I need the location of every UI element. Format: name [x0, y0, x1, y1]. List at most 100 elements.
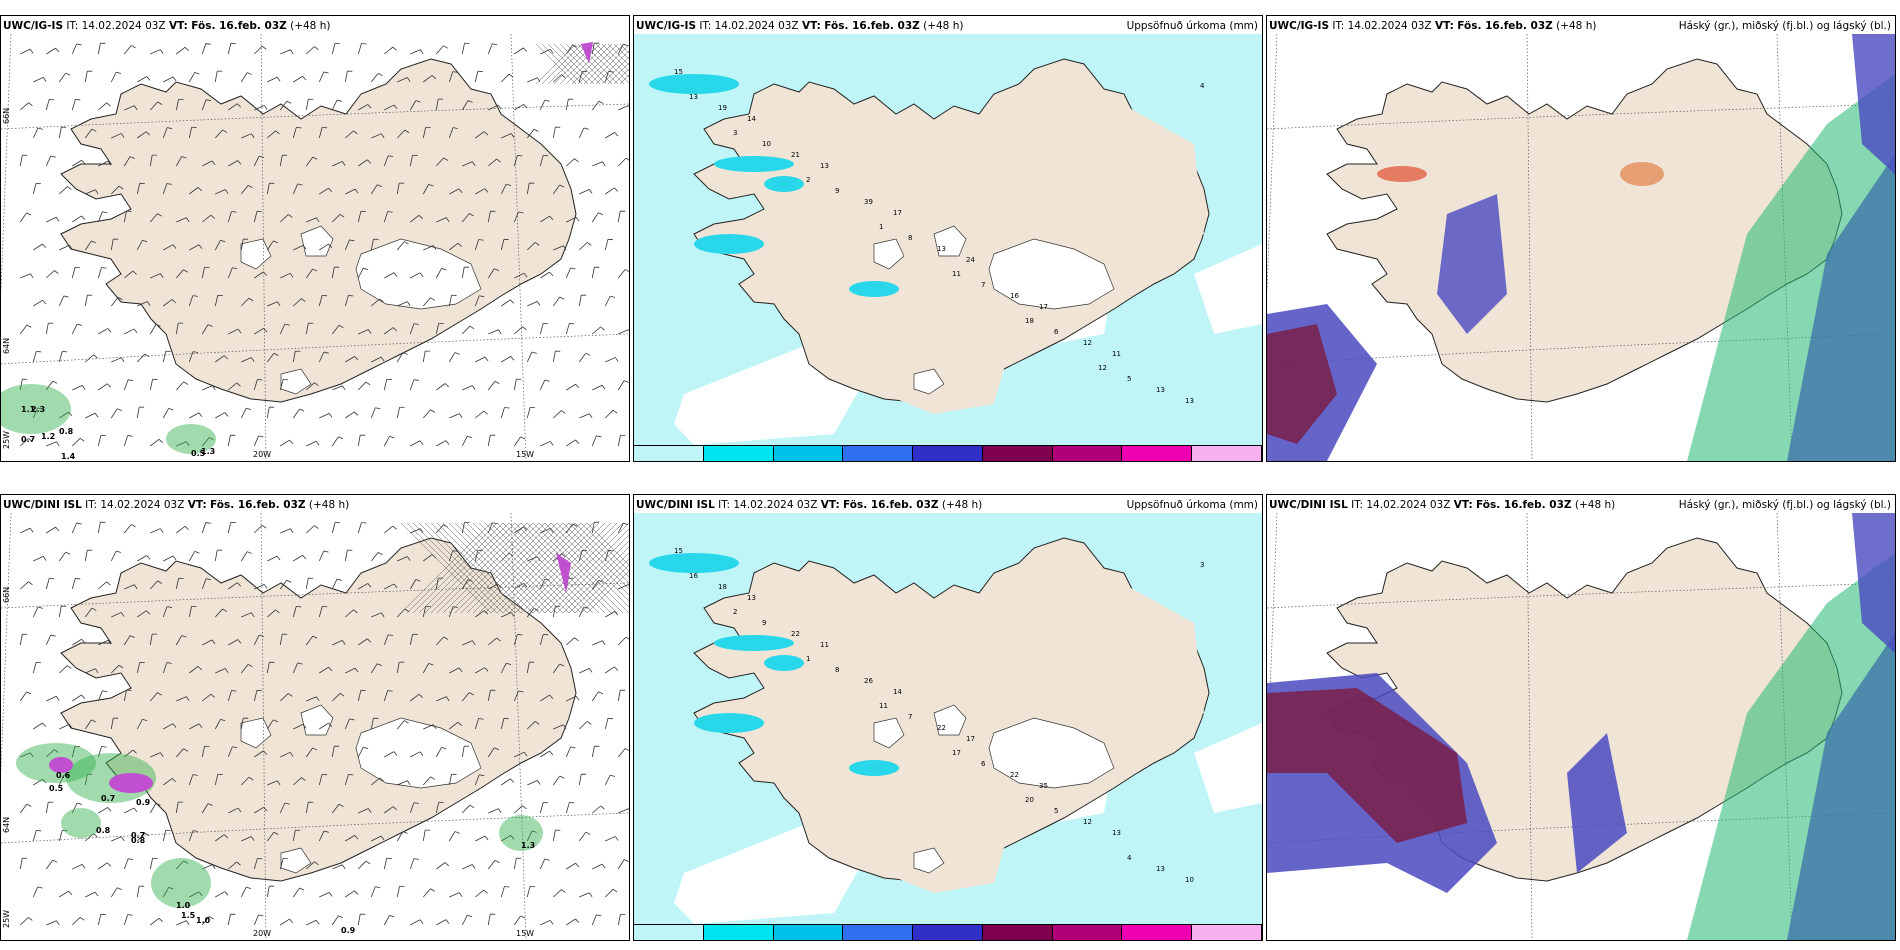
lon-label-25w: 25W — [2, 431, 11, 449]
legend-label: 75 — [909, 940, 919, 941]
red-cloud — [1267, 688, 1467, 843]
dry-area — [874, 793, 1014, 893]
precip-value: 12 — [1083, 339, 1092, 347]
map-precip-igis: 15 14 13 17 24 17 11 13 19 21 39 13 16 12 13 13 10 9 8 7 6 5 4… — [634, 34, 1262, 445]
legend-swatch — [1052, 925, 1123, 940]
legend-swatch — [1192, 925, 1262, 940]
legend-swatch — [703, 446, 774, 461]
dry-area — [874, 314, 1014, 414]
precip-value: 18 — [1025, 317, 1034, 325]
legend-swatch — [773, 925, 844, 940]
no-precip-area — [1194, 244, 1262, 334]
map-wind-dini: 0.60.50.70.90.80.70.81.31.01.51.00.70.92… — [1, 513, 629, 940]
precip-legend: 1 10 25 50 75 100 150 200 400 — [634, 924, 1262, 941]
precip-band — [649, 74, 739, 94]
precip-value: 18 — [718, 583, 727, 591]
precip-value: 3 — [733, 129, 737, 137]
green-cell — [166, 424, 216, 454]
precip-band — [694, 713, 764, 733]
wind-value: 1.1 — [21, 405, 36, 414]
mid-cloud — [1787, 154, 1895, 461]
precip-value: 4 — [1127, 854, 1132, 862]
precip-value: 39 — [864, 198, 873, 206]
panel-bottom-middle: UWC/DINI ISL IT: 14.02.2024 03Z VT: Fös.… — [633, 494, 1263, 941]
precip-value: 11 — [879, 702, 888, 710]
glacier — [933, 225, 967, 257]
precip-value: 22 — [937, 724, 946, 732]
precip-band — [649, 553, 739, 573]
map-wind-igis: 1.1 2.3 0.7 1.2 0.8 1.4 0.5 1.3 20W 15W 66N 64N 25W — [1, 34, 629, 461]
lat-label-66n: 66N — [2, 587, 11, 603]
low-cloud — [1437, 194, 1507, 334]
precip-value: 5 — [1054, 807, 1058, 815]
legend-label: 200 — [1118, 461, 1133, 462]
glacier — [933, 704, 967, 736]
legend-swatch — [913, 446, 983, 461]
legend-label: 25 — [770, 940, 780, 941]
precip-value: 13 — [1112, 829, 1121, 837]
precip-value: 21 — [791, 151, 800, 159]
map-cloud-igis — [1267, 34, 1895, 461]
wind-value: 1.5 — [181, 911, 196, 920]
precip-legend: 1 10 25 50 75 100 150 200 400 — [634, 445, 1262, 462]
legend-label: 400 — [1188, 940, 1203, 941]
precip-value: 24 — [966, 256, 975, 264]
lat-label-66n: 66N — [2, 108, 11, 124]
panel-header: UWC/DINI ISL IT: 14.02.2024 03Z VT: Fös.… — [1269, 499, 1891, 511]
precip-value: 16 — [1010, 292, 1019, 300]
glacier — [988, 717, 1115, 789]
mid-cloud — [1787, 633, 1895, 940]
precip-value: 10 — [1185, 876, 1194, 884]
legend-label: 200 — [1118, 940, 1133, 941]
legend-label: 50 — [839, 940, 849, 941]
graticule — [1, 34, 629, 461]
precip-value: 17 — [893, 209, 902, 217]
panel-header: UWC/IG-IS IT: 14.02.2024 03Z VT: Fös. 16… — [1269, 20, 1891, 32]
legend-swatch — [1052, 446, 1123, 461]
wind-value: 0.8 — [96, 826, 111, 835]
precip-value: 13 — [747, 594, 756, 602]
precip-value: 35 — [1039, 782, 1048, 790]
wind-value: 0.5 — [49, 784, 64, 793]
legend-label: 150 — [1049, 940, 1064, 941]
panel-header: UWC/DINI ISL IT: 14.02.2024 03Z VT: Fös.… — [3, 499, 350, 511]
precip-value: 8 — [908, 234, 912, 242]
precip-value: 4 — [1200, 82, 1205, 90]
wind-value: 0.9 — [136, 798, 151, 807]
lon-label-20w: 20W — [253, 450, 271, 459]
wind-value: 0.6 — [56, 771, 71, 780]
precip-value: 3 — [1200, 561, 1204, 569]
lon-label-15w: 15W — [516, 929, 534, 938]
precip-value: 2 — [733, 608, 737, 616]
precip-value: 15 — [674, 547, 683, 555]
precip-value: 26 — [864, 677, 873, 685]
precip-value: 11 — [1112, 350, 1121, 358]
dry-area — [994, 573, 1204, 743]
map-precip-dini: 15 13 11 14 17 35 13 10 18 22 26 22 22 12 13 16 9 8 7 6 5 4 3 2… — [634, 513, 1262, 924]
legend-swatch — [1122, 925, 1193, 940]
precip-band — [849, 281, 899, 297]
panel-field-title: Uppsöfnuð úrkoma (mm) — [1126, 20, 1258, 32]
green-cell — [151, 858, 211, 908]
wind-value: 0.7 — [131, 831, 145, 840]
precip-value: 17 — [966, 735, 975, 743]
legend-swatch — [982, 925, 1053, 940]
legend-swatch — [634, 446, 704, 461]
legend-swatch — [913, 925, 983, 940]
precip-value: 19 — [718, 104, 727, 112]
legend-label: 400 — [1188, 461, 1203, 462]
precip-band — [714, 635, 794, 651]
precip-value: 22 — [1010, 771, 1019, 779]
panel-field-title: Háský (gr.), miðský (fj.bl.) og lágský (… — [1678, 499, 1891, 511]
wind-value: 0.5 — [191, 449, 206, 458]
precip-value: 10 — [762, 140, 771, 148]
legend-label: 100 — [979, 940, 994, 941]
ice-hatch — [535, 43, 629, 85]
purple-cell — [109, 773, 153, 793]
precip-value: 8 — [835, 666, 839, 674]
precip-value: 13 — [1156, 865, 1165, 873]
lat-label-64n: 64N — [2, 338, 11, 354]
lon-label-20w: 20W — [253, 929, 271, 938]
legend-swatch — [1122, 446, 1193, 461]
precip-value: 17 — [952, 749, 961, 757]
